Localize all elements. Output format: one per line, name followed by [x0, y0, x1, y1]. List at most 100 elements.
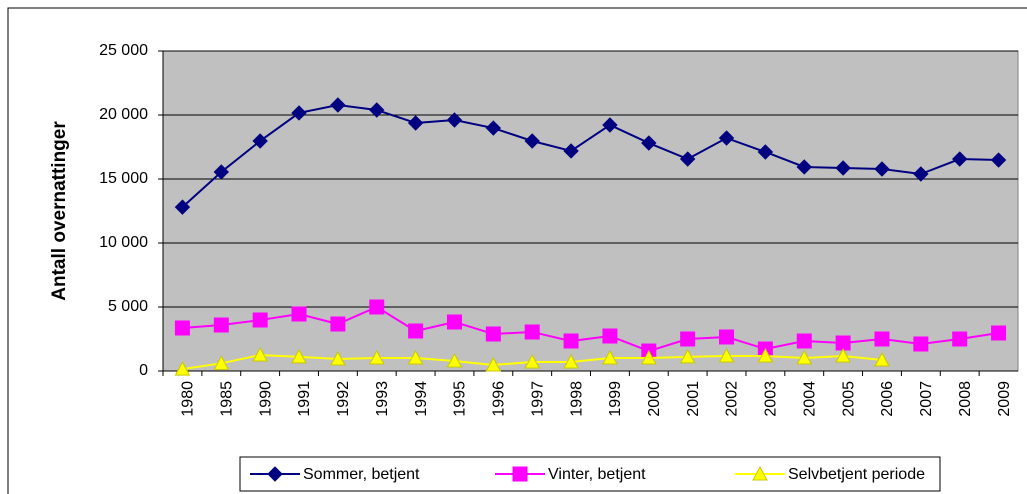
legend	[239, 456, 941, 492]
y-tick-label: 10 000	[99, 234, 148, 251]
marker	[267, 466, 283, 482]
x-tick-label: 1991	[296, 381, 313, 417]
marker	[407, 349, 424, 365]
marker	[330, 97, 346, 113]
marker	[951, 151, 968, 167]
marker	[512, 466, 528, 482]
marker	[718, 130, 735, 146]
x-tick-label: 1997	[529, 381, 546, 417]
marker	[330, 350, 346, 366]
marker	[213, 355, 230, 370]
y-tick-label: 20 000	[99, 106, 148, 123]
marker	[213, 164, 230, 180]
marker	[718, 347, 735, 363]
x-tick-label: 1980	[180, 381, 197, 417]
y-tick-label: 5 000	[108, 298, 148, 315]
marker	[291, 348, 307, 364]
marker	[252, 312, 268, 328]
marker	[796, 159, 812, 175]
y-axis-label: Antall overnattinger	[49, 121, 70, 301]
x-tick-label: 2007	[918, 381, 935, 417]
marker	[174, 199, 191, 215]
legend-label: Selvbetjent periode	[788, 466, 925, 483]
marker	[835, 347, 851, 363]
x-tick-label: 1996	[491, 381, 508, 417]
marker	[369, 102, 385, 118]
plot-area	[162, 50, 1019, 372]
marker	[991, 325, 1007, 341]
marker	[641, 135, 657, 151]
marker	[952, 331, 968, 347]
marker	[602, 328, 618, 344]
marker	[640, 349, 657, 365]
x-tick-label: 2008	[957, 381, 974, 417]
marker	[485, 326, 501, 342]
series-line	[181, 104, 999, 208]
x-tick-label: 1985	[219, 381, 236, 417]
marker	[874, 161, 890, 177]
marker	[446, 314, 462, 330]
x-tick-label: 2002	[724, 381, 741, 417]
x-tick-label: 1992	[335, 381, 352, 417]
marker	[679, 151, 696, 167]
marker	[757, 144, 774, 160]
marker	[752, 465, 768, 481]
marker	[524, 324, 540, 340]
marker	[330, 316, 346, 332]
marker	[485, 356, 502, 372]
marker	[524, 133, 540, 149]
x-tick-label: 2004	[801, 381, 818, 417]
marker	[990, 152, 1007, 168]
marker	[874, 351, 890, 367]
x-tick-label: 1998	[568, 381, 585, 417]
marker	[368, 349, 385, 365]
marker	[913, 166, 929, 182]
x-tick-label: 1999	[607, 381, 624, 417]
marker	[796, 349, 813, 365]
legend-label: Sommer, betjent	[303, 466, 420, 483]
marker	[485, 120, 502, 136]
marker	[252, 133, 268, 149]
marker	[874, 331, 890, 347]
marker	[408, 323, 424, 339]
marker	[291, 306, 307, 322]
marker	[446, 112, 463, 128]
x-tick-label: 2009	[996, 381, 1013, 417]
x-tick-label: 1995	[452, 381, 469, 417]
x-tick-label: 2006	[879, 381, 896, 417]
marker	[524, 353, 541, 369]
marker	[602, 117, 618, 133]
marker	[913, 336, 929, 352]
marker	[680, 331, 696, 347]
marker	[563, 333, 579, 349]
marker	[563, 353, 579, 369]
marker	[602, 349, 618, 365]
marker	[835, 160, 851, 176]
marker	[213, 317, 229, 333]
marker	[835, 335, 851, 351]
series-line	[182, 305, 999, 353]
x-tick-label: 2000	[646, 381, 663, 417]
marker	[291, 105, 307, 121]
marker	[369, 299, 385, 315]
y-tick-label: 0	[139, 362, 148, 379]
x-tick-label: 1994	[413, 381, 430, 417]
marker	[757, 347, 774, 363]
x-tick-label: 2001	[685, 381, 702, 417]
marker	[679, 348, 696, 364]
marker	[563, 143, 579, 159]
marker	[407, 115, 424, 131]
marker	[174, 320, 190, 336]
marker	[719, 329, 735, 345]
x-tick-label: 1993	[374, 381, 391, 417]
y-tick-label: 15 000	[99, 170, 148, 187]
x-tick-label: 1990	[257, 381, 274, 417]
marker	[796, 333, 812, 349]
legend-label: Vinter, betjent	[548, 466, 646, 483]
x-tick-label: 2005	[840, 381, 857, 417]
marker	[446, 352, 463, 368]
marker	[174, 361, 191, 376]
x-tick-label: 2003	[763, 381, 780, 417]
marker	[252, 346, 268, 362]
